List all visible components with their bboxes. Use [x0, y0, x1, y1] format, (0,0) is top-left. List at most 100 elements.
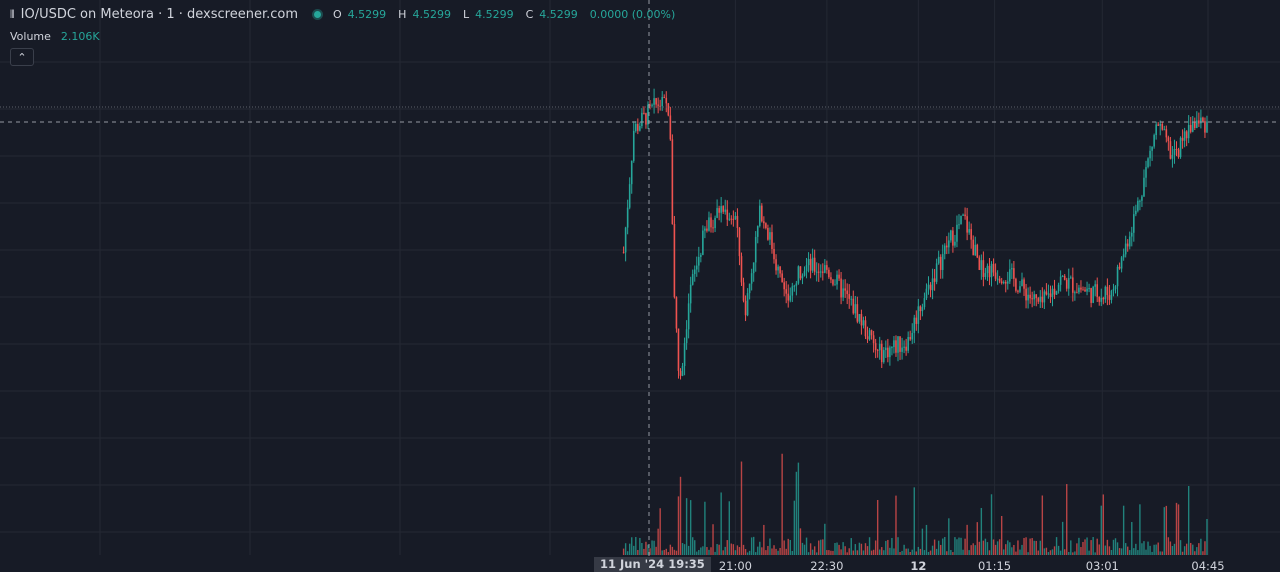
candle-body	[1126, 243, 1129, 247]
volume-bar	[834, 542, 836, 555]
volume-bar	[927, 551, 930, 555]
volume-bar	[856, 550, 859, 555]
volume-bar	[1000, 516, 1003, 555]
candle-body	[1098, 296, 1101, 302]
candle-body	[937, 256, 940, 264]
volume-bar	[1049, 550, 1052, 555]
volume-bar	[647, 544, 649, 555]
volume-bar	[998, 539, 1001, 555]
volume-bar	[917, 546, 920, 555]
volume-bar	[1076, 543, 1078, 555]
candle-body	[858, 314, 861, 322]
volume-bar	[704, 501, 706, 555]
candle-body	[679, 370, 682, 376]
volume-bar	[966, 524, 968, 555]
candle-body	[681, 366, 684, 376]
candle-body	[1025, 288, 1027, 301]
candle-body	[960, 215, 962, 225]
volume-bar	[903, 544, 905, 555]
volume-bar	[984, 538, 987, 555]
candle-body	[787, 293, 790, 301]
candle-body	[872, 335, 875, 344]
candle-body	[714, 217, 716, 229]
candle-body	[1175, 148, 1178, 150]
volume-bar	[919, 548, 922, 555]
candle-body	[1061, 275, 1064, 277]
candle-body	[958, 224, 960, 226]
volume-bar	[726, 540, 728, 555]
volume-bar	[1019, 549, 1021, 555]
volume-bar	[1206, 518, 1208, 555]
volume-bar	[653, 540, 655, 555]
volume-bar	[852, 550, 854, 555]
candle-body	[980, 260, 983, 270]
candle-body	[826, 265, 828, 270]
volume-bar	[1179, 540, 1182, 555]
open-value: 4.5299	[347, 8, 387, 21]
candle-body	[630, 160, 633, 185]
candle-body	[732, 218, 735, 220]
volume-bar	[822, 539, 824, 555]
volume-bar	[978, 541, 981, 555]
candles-icon[interactable]: ⫴	[10, 7, 15, 21]
candle-body	[1135, 210, 1137, 215]
volume-bar	[1066, 484, 1068, 555]
volume-bar	[1084, 539, 1086, 555]
volume-bar	[1157, 542, 1159, 555]
candle-body	[1185, 131, 1188, 139]
volume-bar	[689, 500, 692, 555]
volume-bar	[789, 539, 791, 555]
candle-body	[1153, 135, 1155, 147]
volume-bar	[990, 494, 993, 555]
volume-bar	[1043, 548, 1046, 555]
candle-body	[988, 265, 991, 278]
symbol-title[interactable]: IO/USDC on Meteora · 1 · dexscreener.com	[20, 7, 298, 22]
volume-legend: Volume 2.106K	[10, 30, 100, 43]
candle-body	[1106, 286, 1109, 296]
volume-bar	[639, 537, 641, 555]
candle-body	[885, 347, 887, 351]
crosshair-time-label: 11 Jun '24 19:35	[594, 557, 711, 572]
candle-body	[1110, 290, 1113, 300]
volume-bar	[1074, 551, 1076, 555]
volume-bar	[929, 550, 932, 555]
volume-bar	[1015, 551, 1017, 555]
volume-bar	[846, 552, 848, 555]
volume-bar	[954, 537, 956, 555]
volume-bar	[1112, 539, 1115, 555]
candle-body	[740, 256, 743, 283]
close-label: C	[525, 8, 534, 21]
candle-body	[866, 336, 869, 340]
volume-bar	[1147, 541, 1149, 555]
volume-bar	[1033, 540, 1035, 555]
volume-bar	[1031, 538, 1033, 555]
volume-bar	[1190, 542, 1192, 555]
candle-body	[628, 184, 631, 208]
volume-bar	[626, 551, 629, 555]
candle-body	[647, 104, 649, 125]
collapse-legend-button[interactable]: ⌃	[10, 48, 34, 66]
candle-body	[1169, 141, 1172, 159]
candle-body	[1023, 279, 1025, 289]
volume-bar	[901, 550, 903, 555]
candle-body	[803, 271, 806, 276]
candle-body	[1181, 137, 1184, 141]
candle-body	[817, 271, 820, 273]
x-tick-label: 22:30	[810, 559, 843, 572]
candle-body	[915, 317, 918, 324]
candle-body	[821, 271, 824, 273]
volume-bar	[795, 471, 798, 555]
volume-bar	[1059, 550, 1062, 555]
candle-body	[1108, 295, 1111, 300]
candle-body	[1151, 146, 1153, 151]
candle-body	[842, 288, 844, 298]
candle-body	[1128, 236, 1131, 247]
volume-bar	[1192, 544, 1194, 555]
candle-body	[665, 97, 668, 104]
candle-body	[783, 282, 785, 290]
candle-body	[785, 289, 788, 294]
candle-body	[651, 104, 653, 106]
volume-bar	[669, 544, 672, 555]
candle-body	[1177, 149, 1180, 157]
